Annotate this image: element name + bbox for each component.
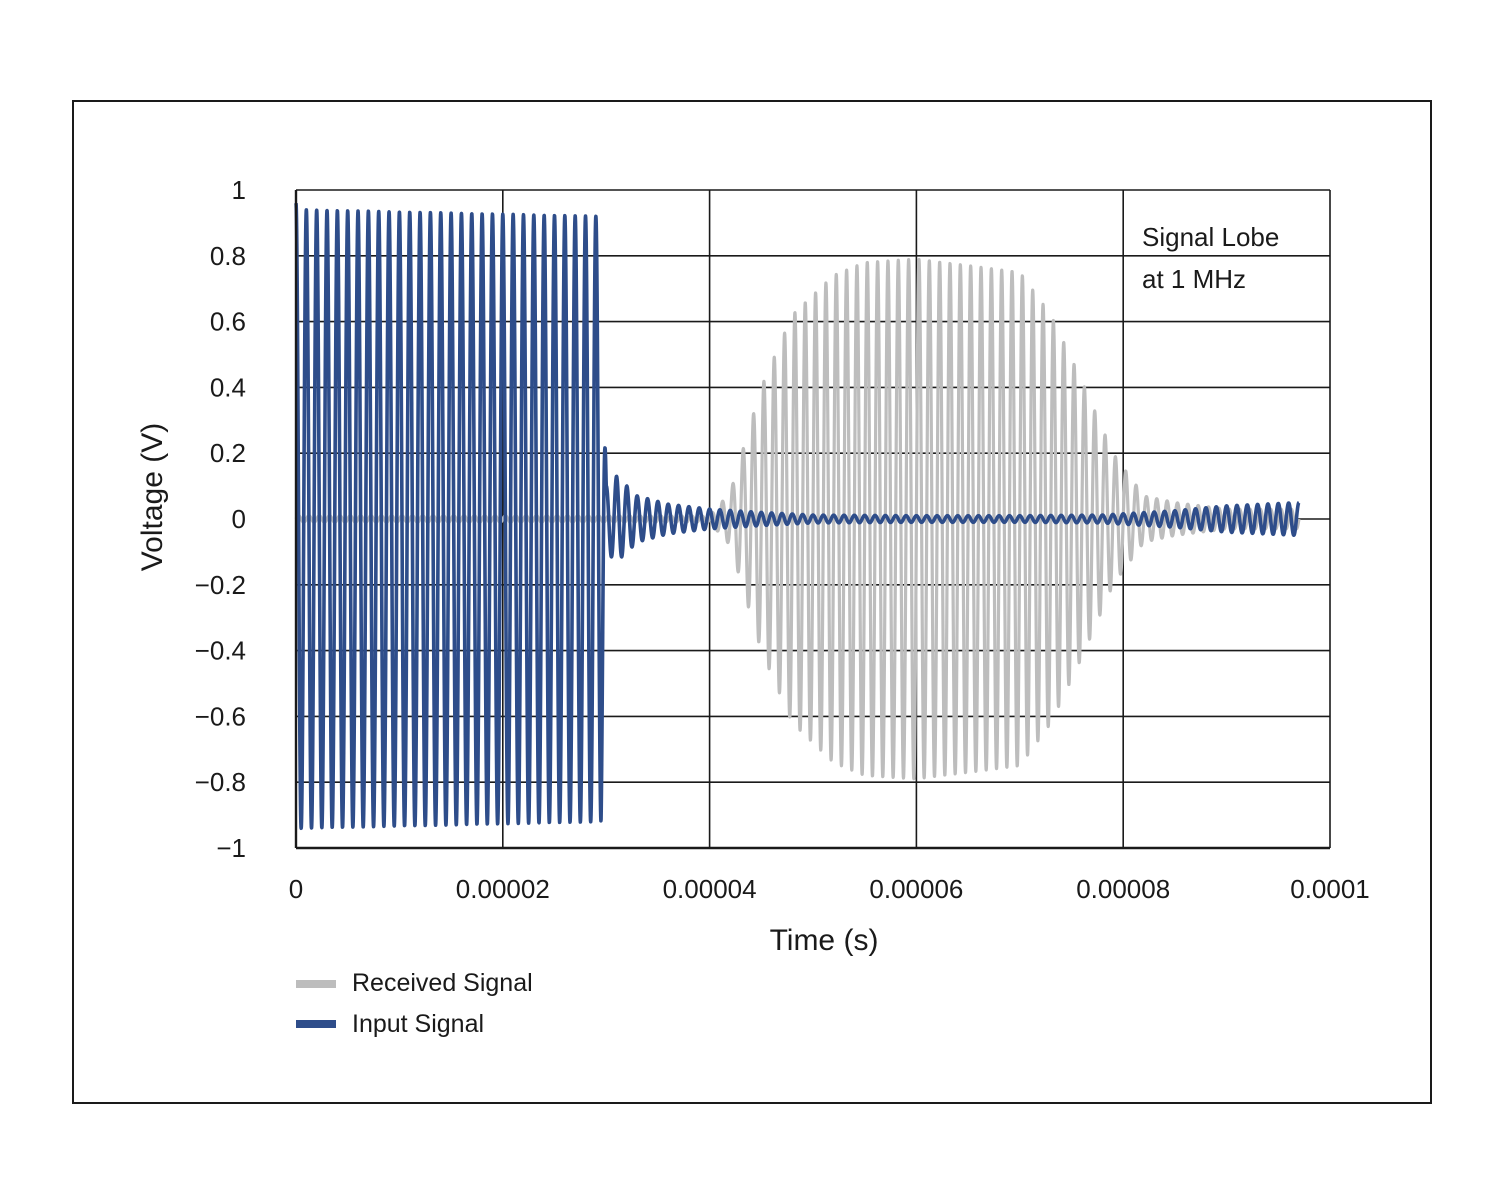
y-tick-label-3: 0.4 [210,372,246,402]
legend-swatch-input [296,1020,336,1028]
legend-label-received: Received Signal [352,969,533,997]
annotation-line-1: Signal Lobe [1142,222,1279,252]
legend-swatch-received [296,980,336,988]
x-tick-labels: 0 0.00002 0.00004 0.00006 0.00008 0.0001 [289,874,1370,904]
y-tick-label-7: −0.4 [195,636,246,666]
x-tick-label-4: 0.00008 [1076,874,1170,904]
y-tick-label-9: −0.8 [195,767,246,797]
x-axis-title: Time (s) [770,924,879,957]
axes [294,190,1330,850]
legend-label-input: Input Signal [352,1010,484,1038]
chart-frame: 0 0.00002 0.00004 0.00006 0.00008 0.0001 1 0.8… [72,100,1432,1104]
annotation-line-2: at 1 MHz [1142,264,1246,294]
y-tick-label-1: 0.8 [210,241,246,271]
y-tick-label-4: 0.2 [210,438,246,468]
x-tick-label-0: 0 [289,874,303,904]
y-tick-label-8: −0.6 [195,701,246,731]
legend: Received Signal Input Signal [296,969,533,1038]
series-input-signal [294,202,1301,831]
y-tick-label-2: 0.6 [210,307,246,337]
x-tick-label-5: 0.0001 [1290,874,1370,904]
x-tick-label-3: 0.00006 [869,874,963,904]
y-tick-label-10: −1 [216,833,246,863]
y-tick-label-6: −0.2 [195,570,246,600]
y-tick-labels: 1 0.8 0.6 0.4 0.2 0 −0.2 −0.4 −0.6 −0.8 −1 [195,175,246,863]
y-axis-title: Voltage (V) [136,423,169,571]
y-tick-label-5: 0 [232,504,246,534]
signal-chart: 0 0.00002 0.00004 0.00006 0.00008 0.0001 1 0.8… [136,175,1370,1038]
line-input-signal [294,202,1301,831]
y-tick-label-0: 1 [232,175,246,205]
x-tick-label-1: 0.00002 [456,874,550,904]
x-tick-label-2: 0.00004 [663,874,757,904]
